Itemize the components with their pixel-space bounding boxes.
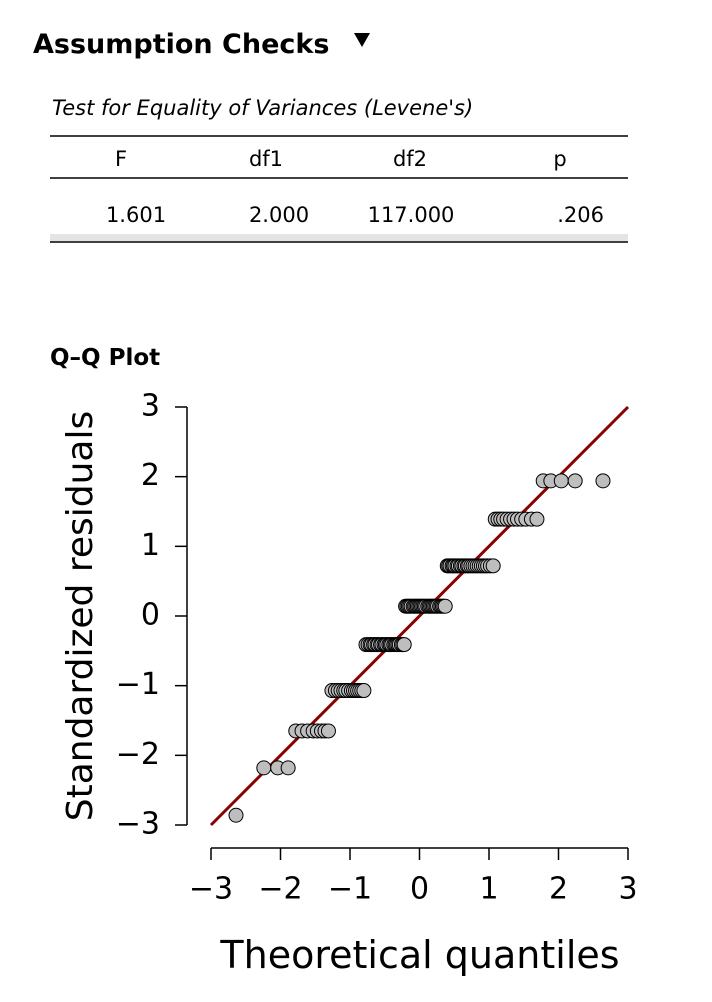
x-axis-label: Theoretical quantiles [219, 933, 619, 977]
table-title: Test for Equality of Variances (Levene's… [52, 96, 473, 120]
column-header: F [115, 147, 127, 171]
x-tick-label: 3 [618, 872, 637, 907]
y-tick-label: 1 [141, 528, 160, 563]
chart-title: Q–Q Plot [50, 345, 160, 371]
qq-point [567, 473, 583, 489]
qq-point [320, 723, 336, 739]
qq-point [595, 473, 611, 489]
y-tick-label: 0 [141, 598, 160, 633]
y-tick-label: −3 [116, 807, 160, 842]
column-header: df2 [393, 147, 427, 171]
qq-point [485, 558, 501, 574]
qq-point [356, 683, 372, 699]
table-cell: 2.000 [249, 203, 309, 227]
y-tick-label: 3 [141, 389, 160, 424]
qq-point [553, 473, 569, 489]
table-footer-band [50, 234, 628, 241]
x-tick-label: 0 [410, 872, 429, 907]
qq-point [228, 807, 244, 823]
x-tick-label: 2 [549, 872, 568, 907]
qq-point [256, 760, 272, 776]
y-tick-label: 2 [141, 458, 160, 493]
collapse-icon[interactable] [354, 33, 370, 47]
qq-point [396, 637, 412, 653]
y-tick-label: −2 [116, 737, 160, 772]
section-title[interactable]: Assumption Checks [33, 29, 329, 60]
column-header: p [553, 147, 566, 171]
x-tick-label: −2 [258, 872, 302, 907]
y-tick-label: −1 [116, 667, 160, 702]
table-cell: 117.000 [368, 203, 455, 227]
y-axis-label: Standardized residuals [60, 411, 101, 822]
table-cell: 1.601 [106, 203, 166, 227]
plot-area: −3 −2 −1 0 1 2 3 −3 −2 −1 0 1 2 3 [116, 389, 638, 907]
column-header: df1 [249, 147, 283, 171]
qq-point [437, 598, 453, 614]
x-tick-label: −1 [328, 872, 372, 907]
qq-point [280, 760, 296, 776]
table-cell: .206 [557, 203, 604, 227]
x-tick-label: −3 [189, 872, 233, 907]
x-tick-label: 1 [479, 872, 498, 907]
qq-point [529, 511, 545, 527]
